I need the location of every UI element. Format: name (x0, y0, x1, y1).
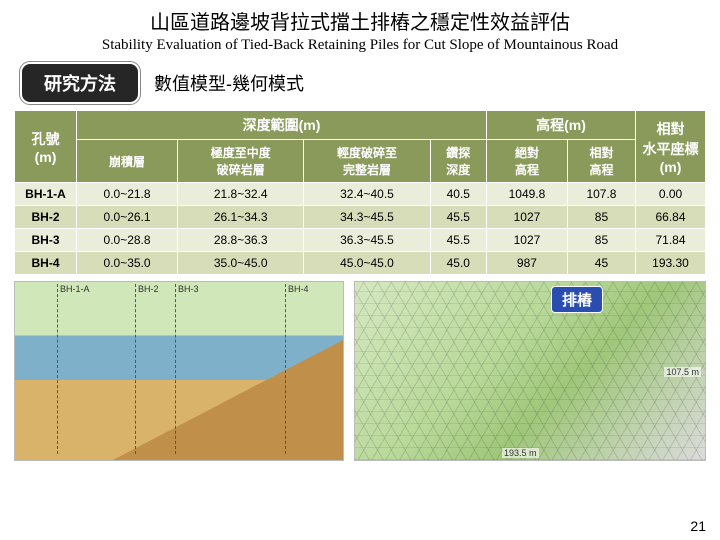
th-sub: 極度至中度 破碎岩層 (178, 140, 304, 183)
table-cell: 28.8~36.3 (178, 229, 304, 252)
table-cell: 66.84 (636, 206, 706, 229)
dim-width: 193.5 m (502, 448, 539, 458)
table-cell: 0.00 (636, 183, 706, 206)
table-cell: 45.0~45.0 (304, 252, 430, 275)
mesh-model-figure: 排樁 107.5 m 193.5 m (354, 281, 706, 461)
th-sub: 絕對 高程 (486, 140, 567, 183)
th-sub: 崩積層 (77, 140, 178, 183)
bh-marker: BH-2 (135, 284, 159, 454)
borehole-table: 孔號 (m) 深度範圍(m) 高程(m) 相對 水平座標 (m) 崩積層 極度至… (14, 110, 706, 275)
table-cell: 36.3~45.5 (304, 229, 430, 252)
table-cell: 0.0~21.8 (77, 183, 178, 206)
table-cell: 1049.8 (486, 183, 567, 206)
table-cell: 0.0~35.0 (77, 252, 178, 275)
th-depth-group: 深度範圍(m) (77, 111, 487, 140)
table-cell: 34.3~45.5 (304, 206, 430, 229)
bh-marker: BH-4 (285, 284, 309, 454)
page-number: 21 (690, 518, 706, 534)
table-cell: 45.5 (430, 206, 486, 229)
table-cell: 0.0~26.1 (77, 206, 178, 229)
table-cell: 26.1~34.3 (178, 206, 304, 229)
table-cell: 1027 (486, 206, 567, 229)
th-sub: 相對 高程 (567, 140, 635, 183)
th-elev-group: 高程(m) (486, 111, 635, 140)
table-cell: 21.8~32.4 (178, 183, 304, 206)
section-subtitle: 數值模型-幾何模式 (154, 70, 304, 96)
pile-label-chip: 排樁 (551, 286, 603, 313)
table-cell: 71.84 (636, 229, 706, 252)
table-cell: 32.4~40.5 (304, 183, 430, 206)
cross-section-figure: BH-1-A BH-2 BH-3 BH-4 (14, 281, 344, 461)
subheader-row: 崩積層 極度至中度 破碎岩層 輕度破碎至 完整岩層 鑽探 深度 絕對 高程 相對… (15, 140, 706, 183)
table-row: BH-30.0~28.828.8~36.336.3~45.545.5102785… (15, 229, 706, 252)
title-zh: 山區道路邊坡背拉式擋土排樁之穩定性效益評估 (0, 0, 720, 35)
table-cell: BH-4 (15, 252, 77, 275)
table-cell: 45.5 (430, 229, 486, 252)
bh-marker: BH-1-A (57, 284, 90, 454)
table-cell: BH-3 (15, 229, 77, 252)
table-cell: 987 (486, 252, 567, 275)
table-cell: 85 (567, 206, 635, 229)
title-en: Stability Evaluation of Tied-Back Retain… (0, 35, 720, 60)
table-row: BH-20.0~26.126.1~34.334.3~45.545.5102785… (15, 206, 706, 229)
table-cell: 1027 (486, 229, 567, 252)
table-row: BH-1-A0.0~21.821.8~32.432.4~40.540.51049… (15, 183, 706, 206)
table-cell: 35.0~45.0 (178, 252, 304, 275)
th-sub: 鑽探 深度 (430, 140, 486, 183)
th-sub: 輕度破碎至 完整岩層 (304, 140, 430, 183)
table-cell: 45.0 (430, 252, 486, 275)
section-row: 研究方法 數值模型-幾何模式 (0, 60, 720, 110)
table-cell: 0.0~28.8 (77, 229, 178, 252)
mesh-grid (355, 282, 705, 460)
table-row: BH-40.0~35.035.0~45.045.0~45.045.0987451… (15, 252, 706, 275)
table-cell: 85 (567, 229, 635, 252)
table-cell: 107.8 (567, 183, 635, 206)
figures-row: BH-1-A BH-2 BH-3 BH-4 排樁 107.5 m 193.5 m (0, 275, 720, 465)
table-cell: 40.5 (430, 183, 486, 206)
th-rel: 相對 水平座標 (m) (636, 111, 706, 183)
th-hole: 孔號 (m) (15, 111, 77, 183)
table-body: BH-1-A0.0~21.821.8~32.432.4~40.540.51049… (15, 183, 706, 275)
table-cell: BH-1-A (15, 183, 77, 206)
table-cell: 193.30 (636, 252, 706, 275)
bh-marker: BH-3 (175, 284, 199, 454)
dim-height: 107.5 m (664, 367, 701, 377)
method-badge: 研究方法 (20, 62, 140, 104)
table-cell: BH-2 (15, 206, 77, 229)
table-cell: 45 (567, 252, 635, 275)
